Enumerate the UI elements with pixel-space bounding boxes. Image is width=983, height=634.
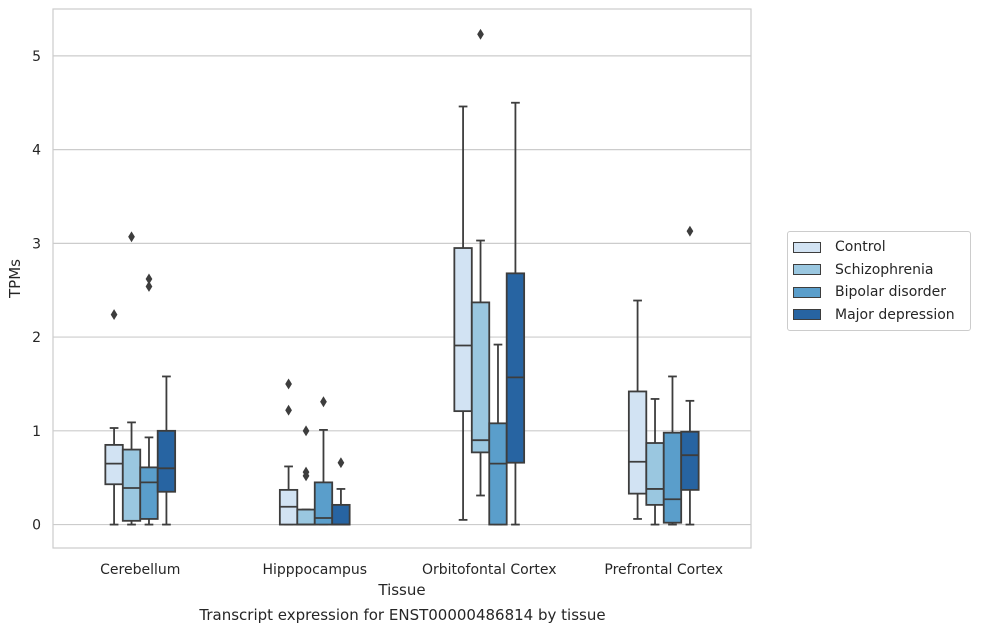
outlier-point (145, 281, 153, 292)
y-tick-label: 3 (32, 236, 41, 252)
outlier-point (285, 404, 292, 416)
box-iqr (313, 481, 334, 526)
box-iqr (139, 466, 159, 520)
box-iqr (662, 431, 683, 524)
box-bipolar-disorder (139, 273, 159, 526)
box-control (453, 105, 473, 521)
box-iqr (505, 272, 526, 464)
outlier-point (686, 225, 694, 237)
box-iqr (156, 429, 177, 493)
legend-item: Bipolar disorder (788, 281, 970, 304)
x-tick-label: Orbitofontal Cortex (422, 562, 557, 578)
x-tick-label: Hipppocampus (262, 562, 367, 578)
outlier-point (302, 425, 310, 437)
legend-item: Major depression (788, 304, 970, 327)
x-tick-label: Prefrontal Cortex (604, 562, 723, 578)
x-axis-label: Tissue (377, 581, 425, 599)
legend-swatch (793, 264, 821, 276)
box-major-depression (505, 101, 526, 526)
box-bipolar-disorder (662, 375, 683, 526)
legend-swatch (793, 241, 821, 253)
legend-swatch (793, 286, 821, 298)
legend-swatch (793, 309, 821, 321)
box-series-layer (104, 28, 700, 526)
legend-label: Schizophrenia (835, 261, 934, 278)
chart-caption: Transcript expression for ENST0000048681… (199, 606, 606, 624)
outlier-point (320, 396, 327, 408)
box-iqr (488, 422, 508, 526)
y-tick-label: 5 (32, 49, 41, 65)
y-tick-label: 0 (32, 518, 41, 534)
box-iqr (645, 442, 665, 506)
outlier-point (337, 457, 345, 469)
box-bipolar-disorder (313, 396, 334, 526)
box-bipolar-disorder (488, 343, 508, 526)
outlier-point (285, 378, 292, 390)
y-tick-label: 2 (32, 330, 41, 346)
legend-label: Control (835, 239, 886, 256)
y-tick-labels: 0 1 2 3 4 5 (32, 49, 41, 534)
box-schizophrenia (645, 398, 665, 526)
box-iqr (331, 503, 351, 526)
outlier-point (145, 273, 153, 285)
outlier-point (477, 28, 484, 40)
outlier-point (302, 466, 310, 478)
box-schizophrenia (296, 425, 316, 526)
box-schizophrenia (121, 231, 142, 526)
box-iqr (627, 390, 648, 495)
box-major-depression (156, 375, 177, 526)
box-control (104, 309, 124, 526)
box-major-depression (680, 225, 700, 526)
legend: Control Schizophrenia Bipolar disorder Majo… (787, 231, 971, 331)
outlier-point (128, 231, 135, 243)
plot-frame (52, 8, 752, 549)
box-iqr (680, 430, 700, 491)
box-iqr (104, 443, 124, 486)
box-iqr (296, 508, 316, 526)
y-tick-label: 4 (32, 143, 41, 159)
outlier-point (110, 309, 118, 321)
legend-item: Schizophrenia (788, 259, 970, 282)
legend-label: Major depression (835, 306, 955, 323)
box-schizophrenia (470, 28, 491, 497)
box-major-depression (331, 457, 351, 526)
y-tick-label: 1 (32, 424, 41, 440)
y-axis-label: TPMs (6, 259, 24, 299)
box-control (278, 378, 299, 526)
x-tick-label: Cerebellum (100, 562, 180, 578)
box-iqr (470, 301, 491, 454)
x-tick-labels: Cerebellum Hipppocampus Orbitofontal Corte… (100, 562, 723, 578)
legend-item: Control (788, 236, 970, 259)
legend-label: Bipolar disorder (835, 284, 947, 301)
box-iqr (453, 247, 473, 413)
box-iqr (121, 448, 142, 522)
box-control (627, 299, 648, 520)
